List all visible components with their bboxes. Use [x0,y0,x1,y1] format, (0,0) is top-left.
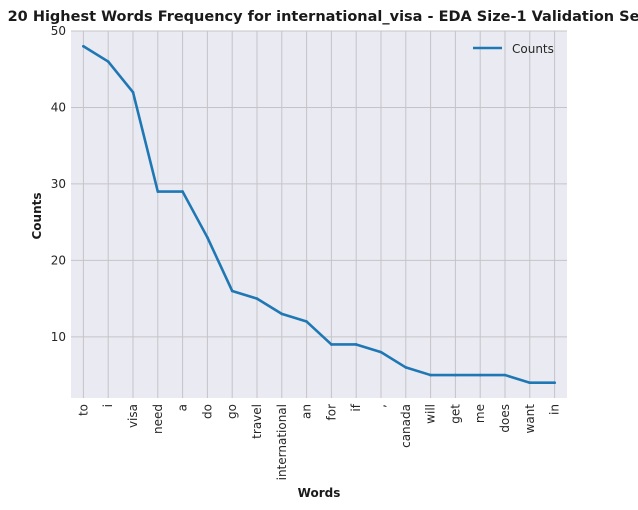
y-tick-label: 30 [51,177,66,191]
y-tick-label: 50 [51,24,66,38]
x-tick-label: need [151,404,165,434]
x-tick-label: travel [250,404,264,439]
data-point [354,343,358,346]
plot-area [71,31,567,398]
x-tick-label: get [448,404,462,424]
series-layer [82,44,556,385]
data-point [206,236,209,239]
data-point [181,190,184,193]
grid [71,30,567,398]
series-line [82,44,556,385]
legend: Counts [473,42,554,56]
data-point [305,320,308,323]
data-point [429,373,432,377]
y-axis-title: Counts [30,192,44,239]
data-point [330,343,333,346]
x-tick-label: visa [126,404,140,428]
x-tick-label: i [101,404,115,407]
x-tick-label: in [548,404,562,415]
x-tick-label: do [200,404,214,419]
data-point [379,350,383,354]
x-axis-title: Words [298,486,341,500]
x-tick-label: an [300,404,314,419]
x-tick-label: go [225,404,239,419]
y-tick-label: 20 [51,253,66,267]
x-tick-label: for [324,404,338,421]
x-tick-label: want [523,404,537,434]
data-point [503,373,507,377]
x-tick-label: , [374,404,388,408]
x-axis-ticks: to i visa need a do go travel international an for… [76,403,561,480]
data-point [553,381,556,385]
data-point [528,381,532,385]
data-point [131,90,135,94]
data-point [230,289,234,293]
x-tick-label: to [76,404,90,416]
legend-label: Counts [512,42,554,56]
data-point [478,373,482,377]
y-tick-label: 10 [51,330,66,344]
data-point [454,373,457,377]
data-point [106,60,110,63]
x-tick-label: does [498,404,512,433]
y-tick-label: 40 [51,100,66,114]
y-axis-ticks: 10 20 30 40 50 [51,24,66,344]
x-tick-label: will [424,404,438,424]
chart-title: 20 Highest Words Frequency for internati… [8,9,638,25]
data-point [82,44,85,48]
data-point [255,297,259,300]
data-point [156,190,160,193]
x-tick-label: canada [399,404,413,448]
x-tick-label: me [473,404,487,423]
x-tick-label: if [349,403,363,411]
x-tick-label: international [275,404,289,480]
x-tick-label: a [176,404,190,411]
data-point [280,312,284,316]
data-point [404,366,408,369]
